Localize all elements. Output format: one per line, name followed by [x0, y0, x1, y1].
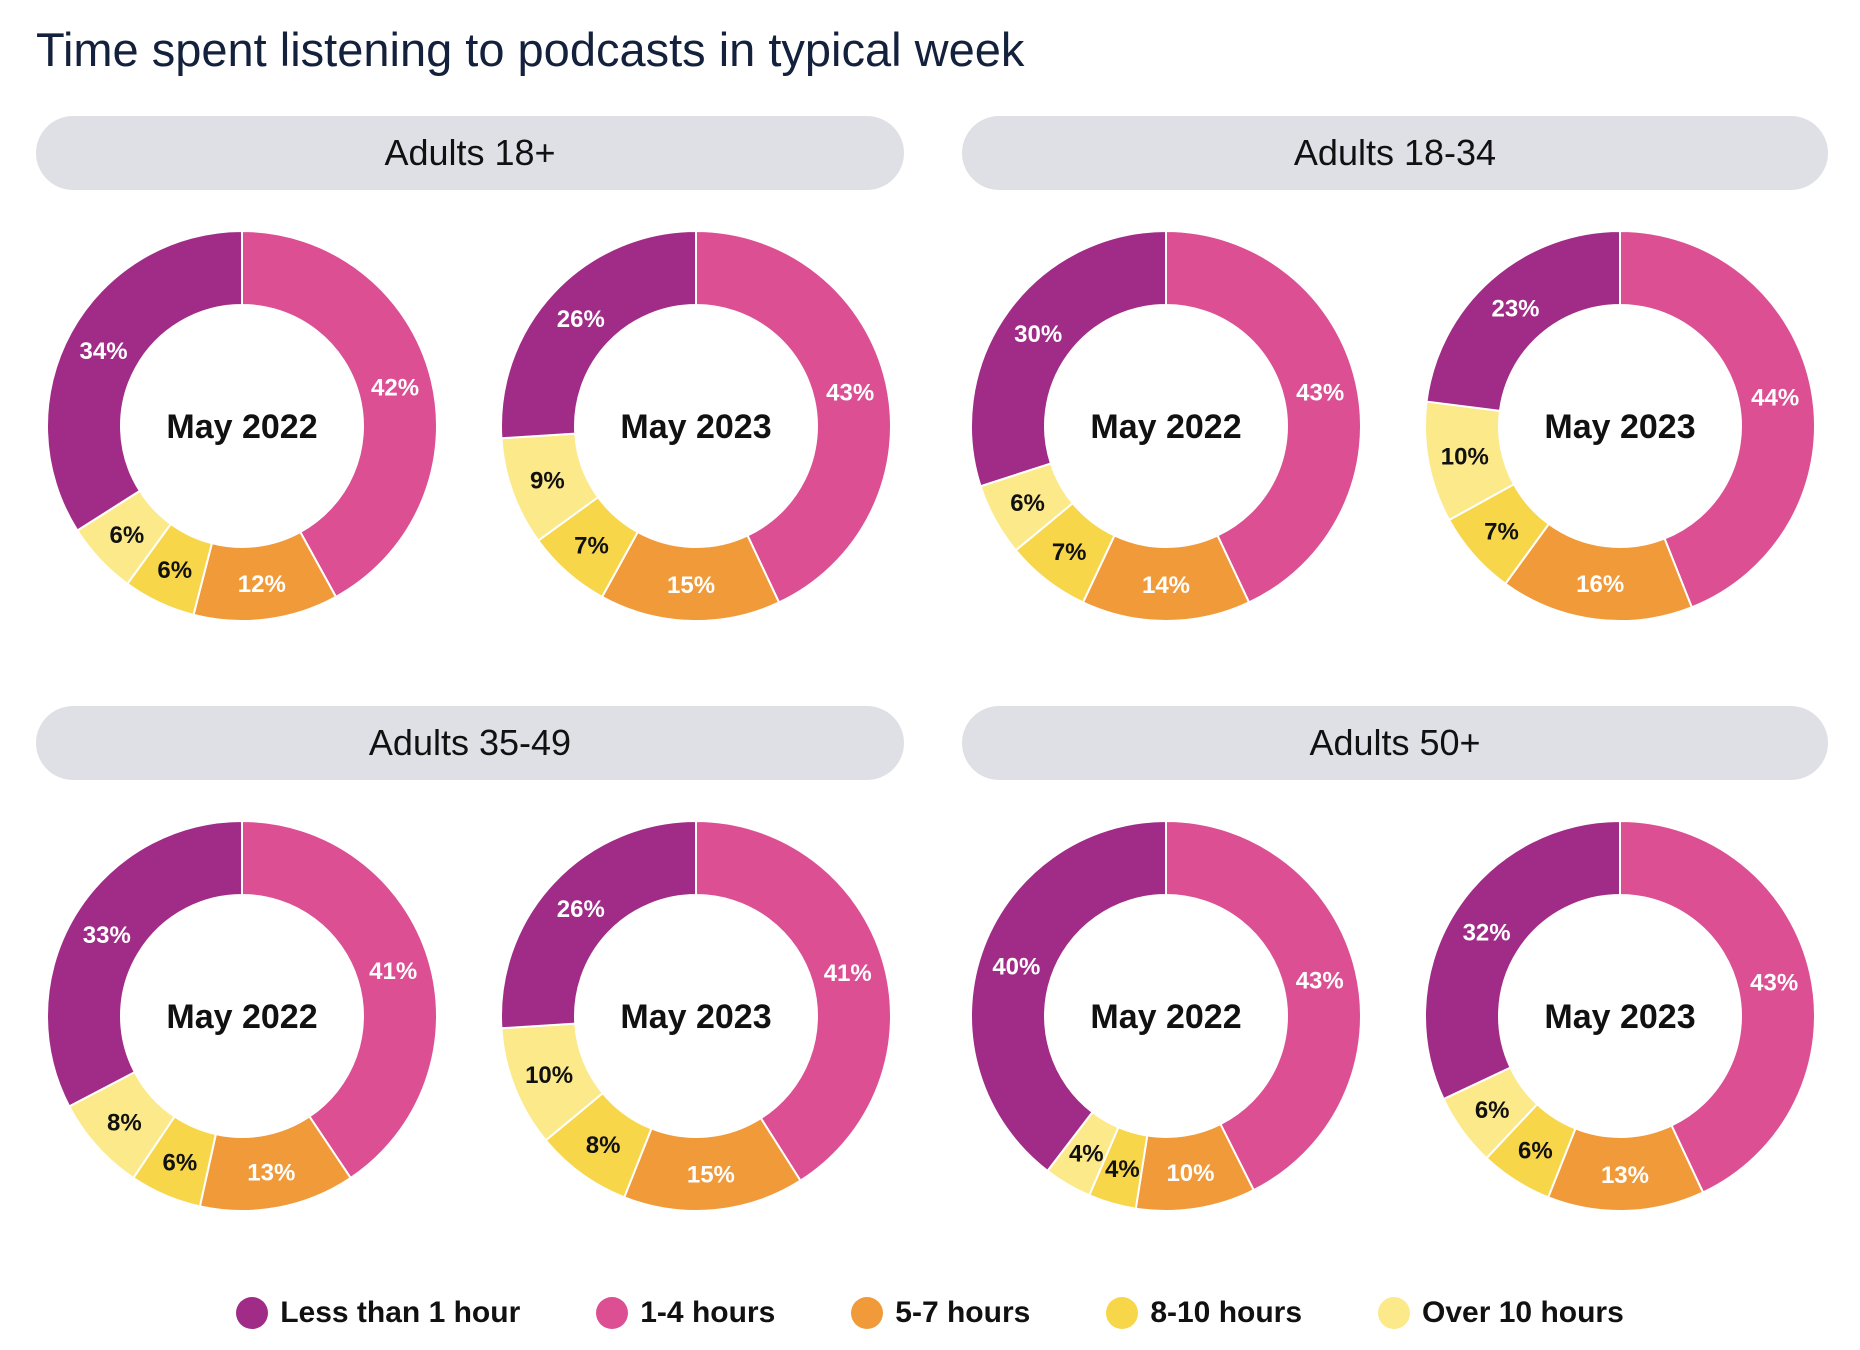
donut-center-label: May 2023: [620, 408, 771, 446]
slice-1-4-hours: [1165, 819, 1362, 1192]
chart-title: Time spent listening to podcasts in typi…: [36, 23, 1025, 76]
legend-item-over-10-hours: Over 10 hours: [1378, 1296, 1624, 1330]
slice-less-than-1-hour: [500, 229, 697, 440]
legend-label: 1-4 hours: [640, 1296, 776, 1329]
data-label: 40%: [992, 953, 1040, 980]
data-label: 43%: [1296, 967, 1344, 994]
legend: Less than 1 hour 1-4 hours 5-7 hours 8-1…: [0, 1296, 1860, 1330]
slice-less-than-1-hour: [970, 819, 1167, 1173]
legend-label: 5-7 hours: [895, 1296, 1031, 1329]
slice-less-than-1-hour: [500, 819, 697, 1030]
data-label: 7%: [1484, 518, 1519, 545]
panel-header-adults-18-plus: Adults 18+: [36, 116, 904, 190]
data-label: 12%: [238, 571, 286, 598]
donut-adults-18-34-may-2022: 43% 14% 7% 6% 30% May 2022: [970, 229, 1362, 622]
data-label: 43%: [1296, 380, 1344, 407]
data-label: 10%: [1441, 444, 1489, 471]
donut-adults-50--may-2022: 43% 10% 4%4% 40% May 2022: [970, 819, 1362, 1212]
slice-1-4-hours: [241, 229, 438, 599]
legend-item-5-7-hours: 5-7 hours: [851, 1296, 1030, 1330]
legend-swatch: [596, 1297, 629, 1329]
data-label: 44%: [1751, 384, 1799, 411]
data-label: 6%: [1475, 1097, 1510, 1124]
legend-swatch: [1106, 1297, 1139, 1329]
panel-header-adults-50-plus: Adults 50+: [962, 706, 1828, 780]
slice-less-than-1-hour: [1425, 229, 1621, 412]
donut-center-label: May 2022: [1090, 408, 1241, 446]
legend-label: 8-10 hours: [1150, 1296, 1303, 1329]
donut-adults-50--may-2023: 43% 13% 6% 6% 32% May 2023: [1424, 819, 1816, 1212]
slice-1-4-hours: [695, 819, 892, 1183]
donut-center-label: May 2023: [1544, 408, 1695, 446]
data-label: 13%: [247, 1159, 295, 1186]
donut-adults-35-49-may-2022: 41% 13% 6% 8% 33% May 2022: [46, 819, 438, 1212]
data-label: 15%: [667, 572, 715, 599]
data-label: 7%: [1052, 539, 1087, 566]
data-label: 8%: [107, 1109, 142, 1136]
donut-adults-18-34-may-2023: 44% 16% 7% 10% 23% May 2023: [1424, 229, 1816, 622]
legend-item-1-4-hours: 1-4 hours: [596, 1296, 775, 1330]
data-label: 34%: [80, 338, 128, 365]
slice-1-4-hours: [1619, 819, 1816, 1194]
slice-1-4-hours: [241, 819, 438, 1180]
data-label: 7%: [574, 533, 609, 560]
data-label: 4%: [1069, 1140, 1104, 1167]
donut-center-label: May 2022: [166, 408, 317, 446]
data-label: 6%: [1518, 1137, 1553, 1164]
data-label: 10%: [525, 1062, 573, 1089]
data-label: 14%: [1142, 572, 1190, 599]
data-label: 42%: [371, 375, 419, 402]
legend-label: Less than 1 hour: [280, 1296, 521, 1329]
legend-label: Over 10 hours: [1422, 1296, 1624, 1329]
donut-center-label: May 2023: [620, 998, 771, 1036]
data-label: 6%: [157, 557, 192, 584]
data-label: 16%: [1576, 571, 1624, 598]
slice-less-than-1-hour: [46, 819, 243, 1108]
legend-swatch: [1378, 1297, 1411, 1329]
data-label: 26%: [557, 896, 605, 923]
data-label: 41%: [824, 960, 872, 987]
legend-item-less-than-1-hour: Less than 1 hour: [236, 1296, 520, 1330]
data-label: 33%: [83, 922, 131, 949]
data-label: 15%: [687, 1161, 735, 1188]
donut-center-label: May 2022: [1090, 998, 1241, 1036]
data-label: 6%: [162, 1149, 197, 1176]
slice-1-4-hours: [695, 229, 892, 604]
data-label: 41%: [369, 958, 417, 985]
legend-swatch: [236, 1297, 269, 1329]
slice-1-4-hours: [1165, 229, 1362, 604]
donut-adults-18--may-2022: 42% 12% 6% 6% 34% May 2022: [46, 229, 438, 622]
panel-header-adults-18-34: Adults 18-34: [962, 116, 1828, 190]
legend-item-8-10-hours: 8-10 hours: [1106, 1296, 1302, 1330]
data-label: 13%: [1601, 1162, 1649, 1189]
data-label: 6%: [1010, 490, 1045, 517]
data-label: 43%: [826, 380, 874, 407]
slice-less-than-1-hour: [970, 229, 1167, 488]
data-label: 6%: [109, 522, 144, 549]
donut-center-label: May 2022: [166, 998, 317, 1036]
donut-center-label: May 2023: [1544, 998, 1695, 1036]
slice-1-4-hours: [1619, 229, 1816, 609]
data-label: 9%: [530, 468, 565, 495]
data-label: 8%: [586, 1132, 621, 1159]
data-label: 26%: [557, 306, 605, 333]
slice-less-than-1-hour: [1424, 819, 1621, 1101]
data-label: 43%: [1750, 970, 1798, 997]
data-label: 10%: [1166, 1160, 1214, 1187]
data-label: 32%: [1463, 919, 1511, 946]
donut-adults-18--may-2023: 43% 15% 7% 9% 26% May 2023: [500, 229, 892, 622]
donut-adults-35-49-may-2023: 41% 15% 8% 10% 26% May 2023: [500, 819, 892, 1212]
data-label: 30%: [1014, 321, 1062, 348]
panel-header-adults-35-49: Adults 35-49: [36, 706, 904, 780]
data-label: 4%: [1105, 1156, 1140, 1183]
slice-less-than-1-hour: [46, 229, 243, 532]
legend-swatch: [851, 1297, 884, 1329]
data-label: 23%: [1491, 295, 1539, 322]
